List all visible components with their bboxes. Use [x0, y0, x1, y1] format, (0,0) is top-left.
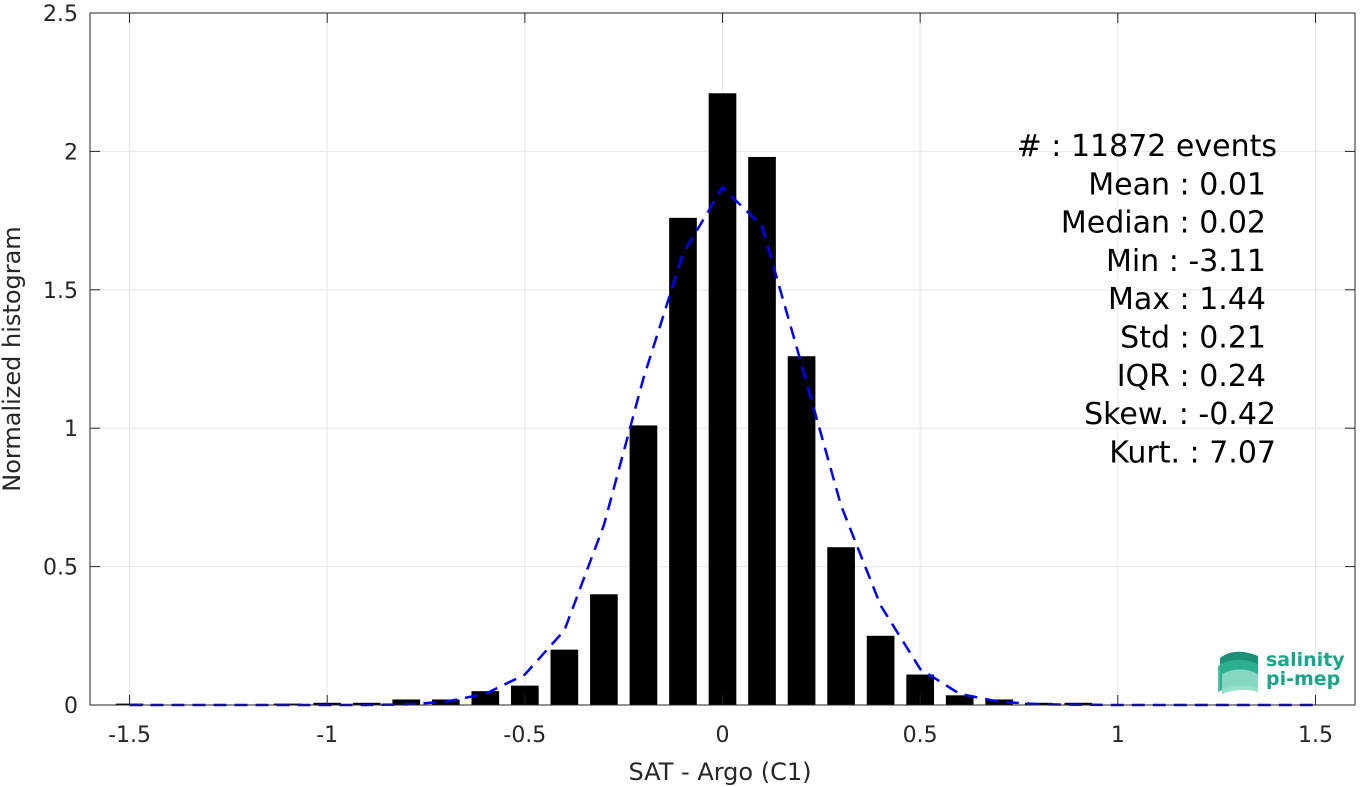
- y-tick-label: 1.5: [43, 279, 78, 304]
- y-tick-label: 0.5: [43, 556, 78, 581]
- x-tick-label: -0.5: [503, 723, 546, 748]
- stat-line: Median : 0.02: [1061, 206, 1266, 241]
- y-tick-label: 1: [64, 417, 78, 442]
- x-tick-label: 0: [716, 723, 730, 748]
- x-tick-label: 0.5: [903, 723, 938, 748]
- x-axis-label: SAT - Argo (C1): [629, 758, 812, 786]
- y-tick-label: 0: [64, 694, 78, 719]
- y-axis-label: Normalized histogram: [0, 226, 26, 491]
- x-tick-label: 1: [1111, 723, 1125, 748]
- stat-line: # : 11872 events: [1017, 129, 1277, 164]
- histogram-bar: [866, 635, 895, 705]
- stat-line: Mean : 0.01: [1088, 167, 1266, 202]
- stat-line: Kurt. : 7.07: [1109, 435, 1276, 470]
- histogram-bar: [669, 217, 697, 705]
- histogram-bar: [748, 156, 776, 705]
- logo-text-salinity: salinity: [1266, 649, 1345, 671]
- histogram-bars: [115, 93, 1093, 706]
- x-tick-label: -1.5: [108, 723, 151, 748]
- stat-line: Max : 1.44: [1108, 282, 1266, 317]
- y-tick-label: 2.5: [43, 2, 78, 27]
- histogram-bar: [629, 425, 658, 705]
- histogram-bar: [590, 594, 618, 705]
- x-tick-label: -1: [316, 723, 338, 748]
- wave-logo-icon: [1218, 651, 1258, 694]
- stat-line: Std : 0.21: [1120, 321, 1266, 356]
- histogram-bar: [945, 695, 974, 705]
- histogram-bar: [392, 699, 421, 705]
- stat-line: Min : -3.11: [1106, 244, 1266, 279]
- logo-text-pi-mep: pi-mep: [1266, 668, 1340, 690]
- histogram-bar: [550, 649, 579, 705]
- histogram-bar: [827, 547, 855, 705]
- axes: -1.5 -1 -0.5 0 0.5 1 1.5 0 0.5 1 1.5 2 2.5: [43, 2, 1355, 748]
- stat-line: Skew. : -0.42: [1084, 397, 1276, 432]
- histogram-bar: [985, 699, 1014, 705]
- histogram-bar: [471, 691, 500, 705]
- histogram-bar: [787, 356, 816, 705]
- stat-line: IQR : 0.24: [1117, 359, 1266, 394]
- salinity-pi-mep-logo: salinity pi-mep: [1218, 649, 1345, 694]
- x-tick-label: 1.5: [1298, 723, 1333, 748]
- y-tick-label: 2: [64, 140, 78, 165]
- histogram-bar: [708, 93, 737, 706]
